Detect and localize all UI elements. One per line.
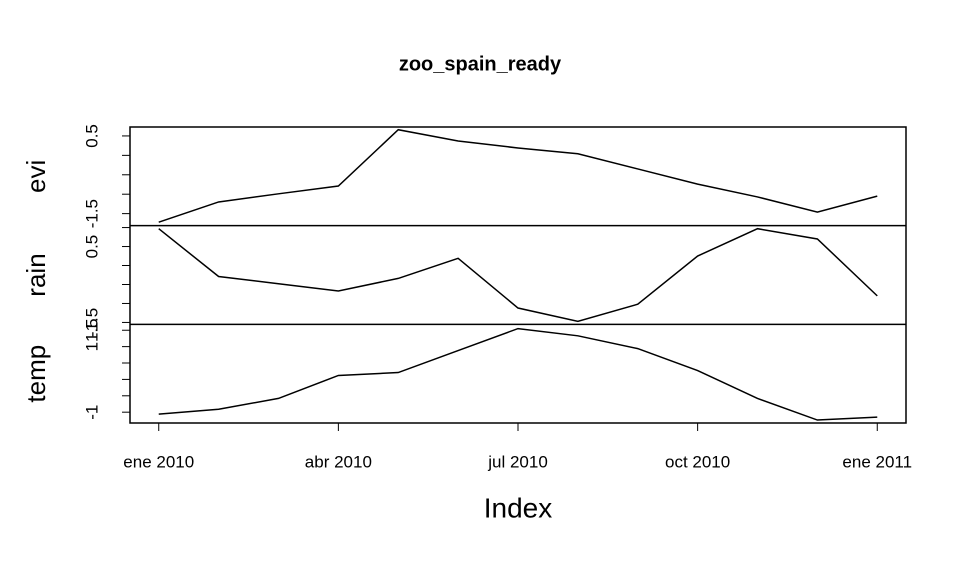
x-tick-label: abr 2010 — [305, 452, 372, 471]
panel-label: rain — [21, 253, 51, 296]
series-line — [158, 128, 878, 223]
y-tick-label: -1.5 — [82, 199, 101, 228]
y-tick-label: -1 — [82, 405, 101, 420]
plot-frame — [129, 126, 907, 424]
x-tick-label: ene 2011 — [842, 452, 912, 471]
series-line — [158, 327, 878, 421]
x-tick-label: jul 2010 — [487, 452, 548, 471]
chart-title: zoo_spain_ready — [399, 53, 562, 75]
x-tick-label: ene 2010 — [123, 452, 194, 471]
y-tick-label: 0.5 — [82, 124, 101, 148]
y-tick-label: 1.5 — [82, 318, 101, 342]
series-line — [158, 227, 878, 323]
y-tick-label: 0.5 — [82, 235, 101, 259]
y-tick-label: -1.5 — [82, 308, 101, 337]
panel-label: temp — [21, 345, 51, 403]
panel-label: evi — [21, 160, 51, 193]
x-tick-label: oct 2010 — [665, 452, 730, 471]
y-tick-label: 1 — [82, 342, 101, 351]
x-axis-label: Index — [484, 492, 553, 523]
